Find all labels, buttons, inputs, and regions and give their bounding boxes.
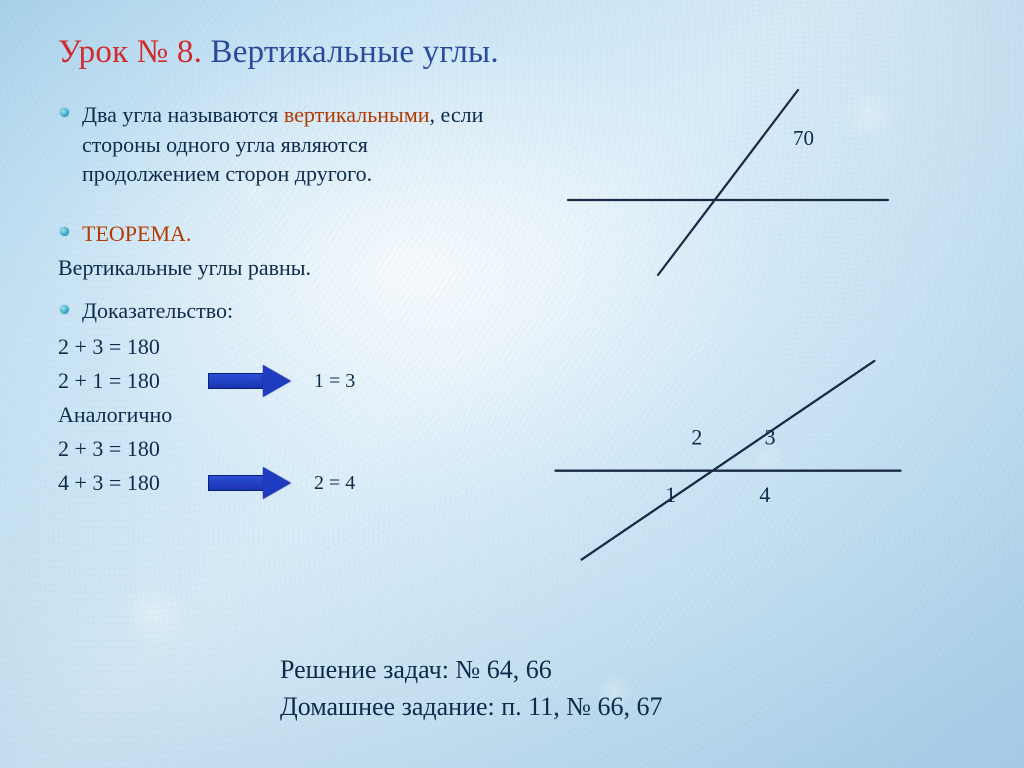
proof-line-2: 2 + 1 = 180 <box>58 364 188 398</box>
bullet-list: Два угла называются вертикальными, если … <box>58 100 498 249</box>
footer-classwork: Решение задач: № 64, 66 <box>280 651 663 689</box>
slide-title: Урок № 8. Вертикальные углы. <box>58 34 966 72</box>
footer-homework: Домашнее задание: п. 11, № 66, 67 <box>280 688 663 726</box>
bullet-definition: Два угла называются вертикальными, если … <box>58 100 498 189</box>
proof-line-3: 2 + 3 = 180 <box>58 432 498 466</box>
title-topic: Вертикальные углы. <box>202 34 499 70</box>
diagram-vertical-angles-numbered: 2 3 1 4 <box>538 340 918 570</box>
implies-arrow-icon <box>208 365 294 397</box>
bullet-theorem: ТЕОРЕМА. <box>58 219 498 249</box>
diagram1-angle-label: 70 <box>793 126 814 150</box>
diagram2-label-4: 4 <box>759 482 770 507</box>
proof-result-1: 1 = 3 <box>314 370 355 393</box>
diagram-vertical-angles-70: 70 <box>538 80 918 280</box>
proof-result-2: 2 = 4 <box>314 472 355 495</box>
left-column: Два угла называются вертикальными, если … <box>58 100 498 501</box>
definition-emphasis: вертикальными <box>284 102 430 127</box>
implies-arrow-icon <box>208 467 294 499</box>
proof-line-1: 2 + 3 = 180 <box>58 330 498 364</box>
proof-line-4: 4 + 3 = 180 <box>58 466 188 500</box>
diagram2-label-3: 3 <box>765 424 776 449</box>
bullet-list-proof: Доказательство: <box>58 296 498 326</box>
definition-text: Два угла называются вертикальными, если … <box>82 102 483 186</box>
theorem-statement: Вертикальные углы равны. <box>58 253 498 283</box>
bullet-proof-label: Доказательство: <box>58 296 498 326</box>
proof-analogous: Аналогично <box>58 398 498 432</box>
diagram2-diagonal-line <box>582 361 875 560</box>
proof-row-arrow-1: 2 + 1 = 180 1 = 3 <box>58 364 498 398</box>
diagram2-label-2: 2 <box>691 424 702 449</box>
proof-label: Доказательство: <box>82 298 233 323</box>
right-column: 70 2 3 1 4 <box>498 100 966 501</box>
diagram1-diagonal-line <box>658 90 798 275</box>
title-lesson-number: Урок № 8. <box>58 34 202 70</box>
diagram2-label-1: 1 <box>665 482 676 507</box>
definition-pre: Два угла называются <box>82 102 284 127</box>
body-columns: Два угла называются вертикальными, если … <box>58 100 966 501</box>
slide-content: Урок № 8. Вертикальные углы. Два угла на… <box>0 0 1024 768</box>
footer-assignments: Решение задач: № 64, 66 Домашнее задание… <box>280 651 663 726</box>
proof-row-arrow-2: 4 + 3 = 180 2 = 4 <box>58 466 498 500</box>
theorem-label: ТЕОРЕМА. <box>82 221 191 246</box>
